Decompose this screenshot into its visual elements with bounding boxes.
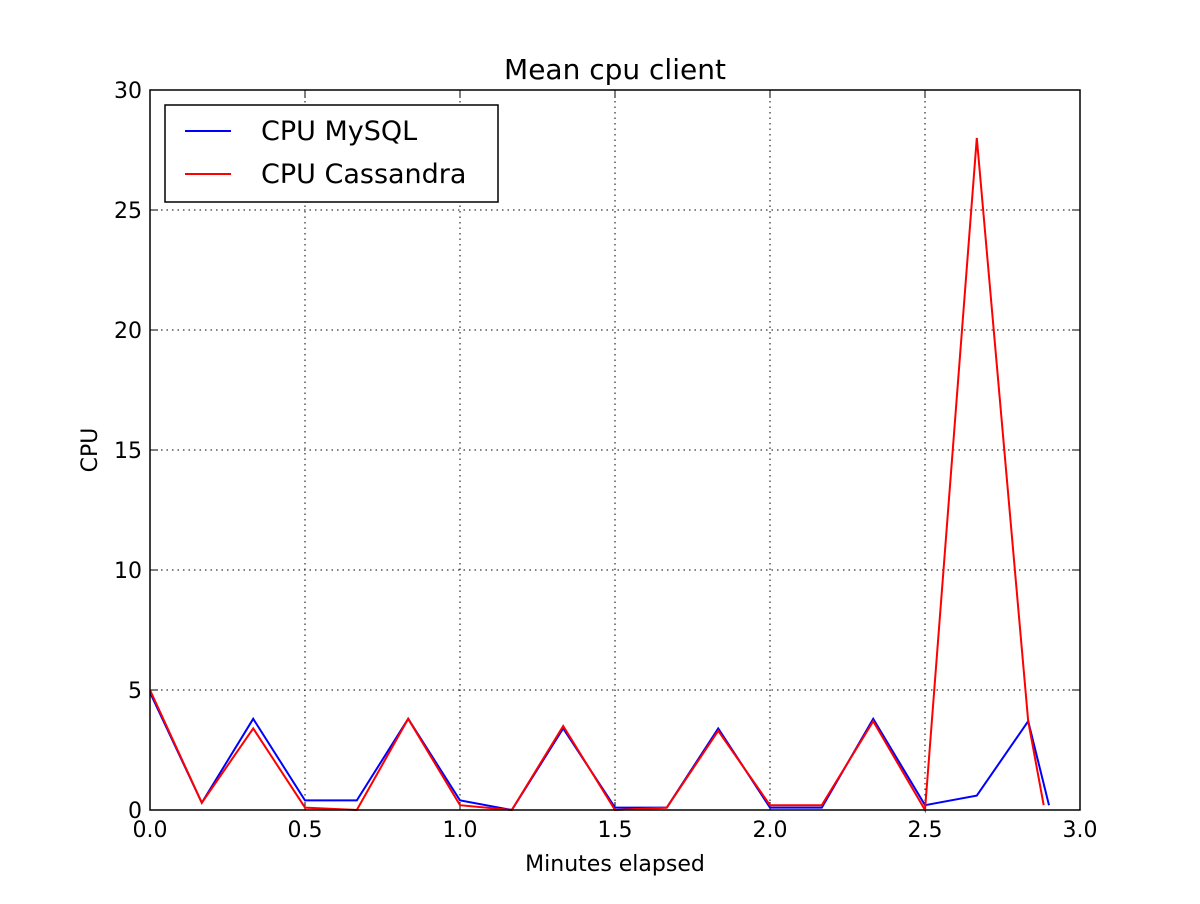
x-tick-label: 3.0 [1063, 818, 1098, 843]
grid [150, 90, 1080, 810]
legend-label-cassandra: CPU Cassandra [261, 159, 466, 190]
y-tick-label: 20 [114, 319, 142, 344]
x-tick-label: 0.5 [288, 818, 323, 843]
x-axis-title: Minutes elapsed [525, 852, 705, 877]
y-tick-label: 10 [114, 559, 142, 584]
plot-frame [149, 89, 1081, 811]
y-tick-label: 5 [128, 679, 142, 704]
series-line-cassandra [149, 137, 1045, 814]
y-tick-label: 30 [114, 79, 142, 104]
series-lines [149, 137, 1050, 814]
y-tick-label: 15 [114, 439, 142, 464]
x-tick-label: 1.0 [443, 818, 478, 843]
x-tick-label: 0.0 [133, 818, 168, 843]
y-axis-title: CPU [78, 428, 103, 473]
x-tick-label: 2.5 [908, 818, 943, 843]
x-tick-label: 1.5 [598, 818, 633, 843]
legend-box [164, 104, 499, 203]
legend-label-mysql: CPU MySQL [261, 116, 417, 147]
legend: CPU MySQL CPU Cassandra [164, 104, 499, 203]
y-tick-label: 25 [114, 199, 142, 224]
chart-title: Mean cpu client [504, 53, 726, 86]
x-tick-label: 2.0 [753, 818, 788, 843]
axis-ticks: 0.0 0.5 1.0 1.5 2.0 2.5 3.0 0 5 10 15 20 25 30 [114, 79, 1098, 843]
y-tick-label: 0 [128, 799, 142, 824]
